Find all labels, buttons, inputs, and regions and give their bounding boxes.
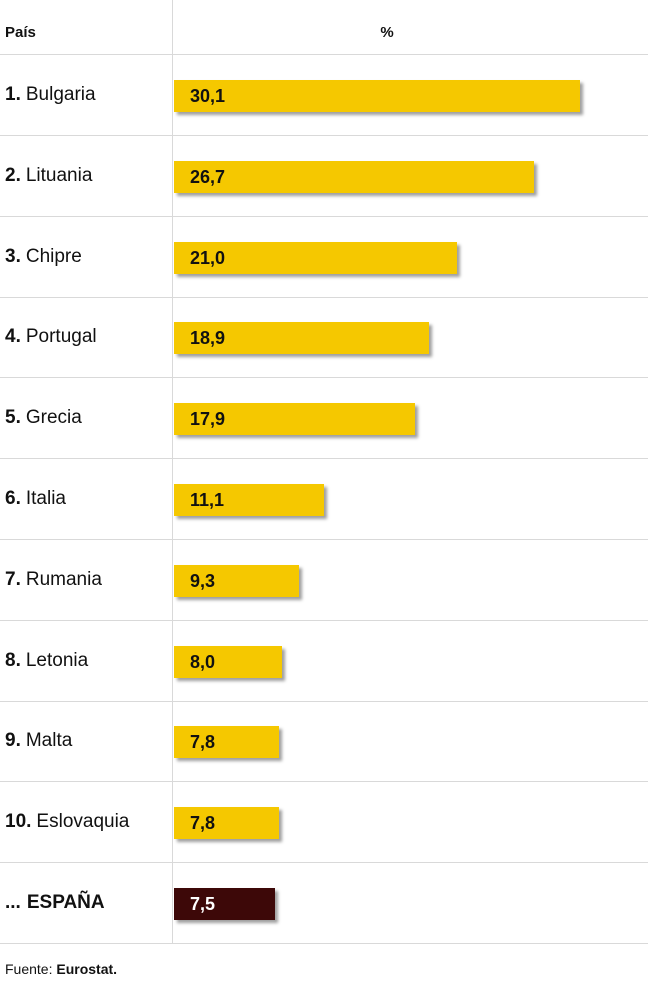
bar: 26,7 — [174, 160, 534, 193]
country-name: Lituania — [25, 164, 93, 186]
country-label: 8. Letonia — [5, 621, 88, 701]
source-name: Eurostat. — [56, 961, 118, 977]
country-label: 7. Rumania — [5, 540, 102, 620]
country-label: 6. Italia — [5, 459, 66, 539]
rank-number: 4. — [5, 326, 21, 348]
rank-number: 1. — [5, 84, 21, 105]
source-prefix: Fuente: — [5, 961, 53, 977]
bar: 21,0 — [174, 241, 457, 274]
table-row: 5. Grecia 17,9 — [0, 378, 648, 460]
country-name: Bulgaria — [25, 84, 96, 105]
column-divider — [172, 0, 173, 943]
rank-number: ... — [5, 892, 21, 913]
rank-number: 6. — [5, 488, 21, 509]
table-row: 4. Portugal 18,9 — [0, 297, 648, 379]
bar-value-label: 7,5 — [190, 894, 216, 914]
bar-highlight: 7,5 — [174, 888, 275, 920]
country-label: 4. Portugal — [5, 297, 97, 377]
rank-number: 3. — [5, 245, 21, 267]
country-name: Italia — [25, 488, 66, 509]
bar-value-label: 9,3 — [190, 570, 216, 591]
bar-value-label: 26,7 — [190, 166, 226, 187]
country-name: Rumania — [25, 568, 102, 590]
source-note: Fuente: Eurostat. — [5, 961, 117, 977]
table-row: 6. Italia 11,1 — [0, 459, 648, 540]
country-name: Eslovaquia — [36, 811, 130, 833]
bar-value-label: 30,1 — [190, 86, 226, 106]
country-label: 2. Lituania — [5, 136, 92, 216]
bar: 8,0 — [174, 645, 282, 678]
bar: 17,9 — [174, 403, 415, 436]
country-name: Grecia — [25, 407, 82, 429]
rank-number: 7. — [5, 568, 21, 590]
rank-number: 9. — [5, 730, 21, 752]
table-row: 7. Rumania 9,3 — [0, 540, 648, 621]
bar-value-label: 21,0 — [190, 247, 226, 268]
table-row: 1. Bulgaria 30,1 — [0, 55, 648, 136]
country-label: 3. Chipre — [5, 217, 82, 297]
bar-value-label: 8,0 — [190, 651, 216, 672]
bar: 7,8 — [174, 726, 279, 759]
bar: 7,8 — [174, 807, 279, 840]
table-row: 3. Chipre 21,0 — [0, 217, 648, 298]
table-header: País % — [0, 0, 648, 55]
country-label: ... ESPAÑA — [5, 863, 105, 943]
bar-value-label: 7,8 — [190, 813, 216, 834]
country-name: Portugal — [25, 326, 97, 348]
table-row: 10. Eslovaquia 7,8 — [0, 782, 648, 864]
country-label: 5. Grecia — [5, 378, 82, 458]
country-name: Chipre — [25, 245, 82, 267]
rank-number: 8. — [5, 649, 21, 671]
table-row: 9. Malta 7,8 — [0, 701, 648, 783]
bar: 30,1 — [174, 80, 580, 112]
bar: 11,1 — [174, 484, 324, 516]
bar-value-label: 18,9 — [190, 328, 226, 349]
bar-value-label: 11,1 — [190, 490, 225, 510]
country-name: Malta — [25, 730, 73, 752]
bar-value-label: 17,9 — [190, 409, 226, 430]
table-row: ... ESPAÑA 7,5 — [0, 863, 648, 944]
country-name: Letonia — [25, 649, 89, 671]
table-row: 2. Lituania 26,7 — [0, 136, 648, 217]
bar-value-label: 7,8 — [190, 732, 216, 753]
percent-column-header: % — [380, 24, 394, 41]
bar: 9,3 — [174, 564, 299, 597]
table-row: 8. Letonia 8,0 — [0, 621, 648, 702]
rank-number: 5. — [5, 407, 21, 429]
rank-number: 2. — [5, 164, 21, 186]
rank-number: 10. — [5, 811, 32, 833]
country-column-header: País — [5, 24, 36, 41]
country-label: 1. Bulgaria — [5, 55, 96, 135]
bar: 18,9 — [174, 322, 429, 355]
country-label: 10. Eslovaquia — [5, 782, 129, 862]
country-name: ESPAÑA — [26, 892, 105, 913]
country-label: 9. Malta — [5, 701, 72, 781]
